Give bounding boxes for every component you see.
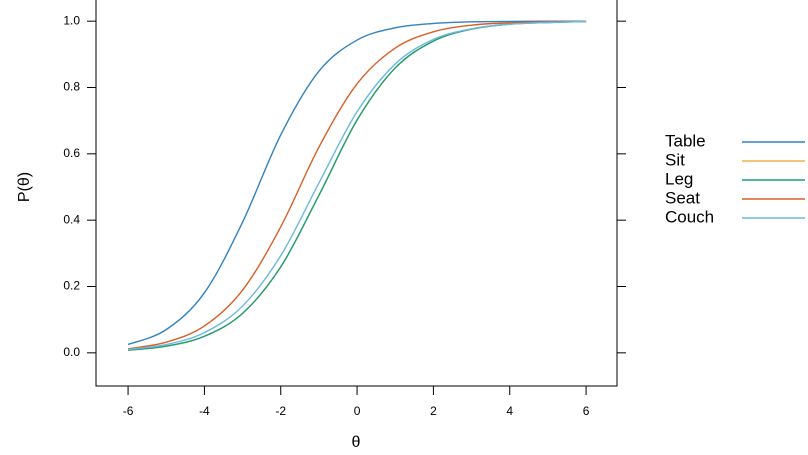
x-axis-label: θ	[352, 434, 361, 451]
y-tick-label: 0.6	[63, 146, 80, 160]
series-line	[127, 20, 587, 350]
x-tick-label: -2	[275, 404, 286, 418]
y-tick-label: 1.0	[63, 13, 80, 27]
legend-label: Table	[665, 131, 706, 150]
series-line	[127, 20, 587, 351]
y-tick-label: 0.2	[63, 279, 80, 293]
x-tick-label: 6	[583, 404, 590, 418]
x-tick-label: 2	[430, 404, 437, 418]
x-tick-label: 4	[506, 404, 513, 418]
legend-label: Sit	[665, 150, 685, 169]
plot-frame	[95, 0, 618, 387]
y-tick-label: 0.4	[63, 212, 80, 226]
x-tick-label: -4	[199, 404, 210, 418]
x-tick-label: 0	[354, 404, 361, 418]
series-line	[127, 20, 587, 346]
legend-label: Leg	[665, 169, 693, 188]
series-line	[127, 20, 587, 351]
legend-label: Couch	[665, 207, 714, 226]
y-tick-label: 0.0	[63, 345, 80, 359]
legend-label: Seat	[665, 188, 700, 207]
series-line	[127, 20, 587, 351]
x-tick-label: -6	[123, 404, 134, 418]
y-tick-label: 0.8	[63, 80, 80, 94]
y-axis-label: P(θ)	[16, 172, 33, 202]
